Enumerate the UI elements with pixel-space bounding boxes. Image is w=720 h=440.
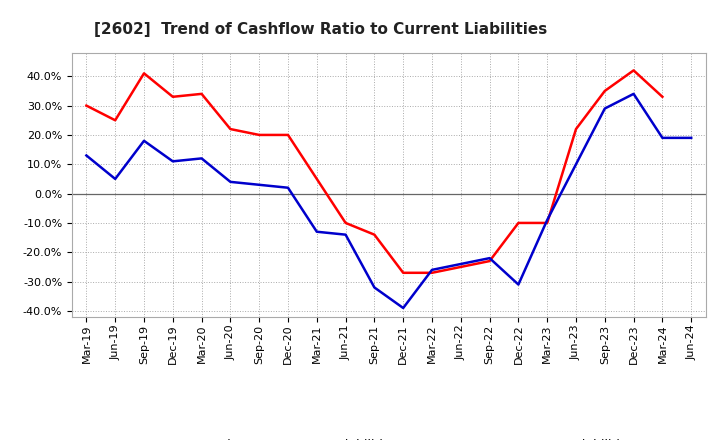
Legend: Operating CF to Current Liabilities, Free CF to Current Liabilities: Operating CF to Current Liabilities, Fre… [138,434,639,440]
Operating CF to Current Liabilities [111,117,120,123]
Free CF to Current Liabilities [140,138,148,143]
Operating CF to Current Liabilities [197,91,206,96]
Free CF to Current Liabilities [168,159,177,164]
Free CF to Current Liabilities [543,217,552,223]
Free CF to Current Liabilities [399,305,408,311]
Free CF to Current Liabilities [687,135,696,140]
Operating CF to Current Liabilities [600,88,609,94]
Operating CF to Current Liabilities [284,132,292,138]
Operating CF to Current Liabilities [82,103,91,108]
Operating CF to Current Liabilities [255,132,264,138]
Operating CF to Current Liabilities [572,126,580,132]
Free CF to Current Liabilities [658,135,667,140]
Operating CF to Current Liabilities [428,270,436,275]
Free CF to Current Liabilities [111,176,120,182]
Operating CF to Current Liabilities [341,220,350,226]
Operating CF to Current Liabilities [399,270,408,275]
Operating CF to Current Liabilities [370,232,379,237]
Free CF to Current Liabilities [514,282,523,287]
Operating CF to Current Liabilities [226,126,235,132]
Free CF to Current Liabilities [370,285,379,290]
Free CF to Current Liabilities [226,179,235,184]
Free CF to Current Liabilities [485,256,494,261]
Operating CF to Current Liabilities [168,94,177,99]
Operating CF to Current Liabilities [140,71,148,76]
Operating CF to Current Liabilities [543,220,552,226]
Text: [2602]  Trend of Cashflow Ratio to Current Liabilities: [2602] Trend of Cashflow Ratio to Curren… [94,22,547,37]
Free CF to Current Liabilities [629,91,638,96]
Line: Operating CF to Current Liabilities: Operating CF to Current Liabilities [86,70,662,273]
Operating CF to Current Liabilities [514,220,523,226]
Free CF to Current Liabilities [600,106,609,111]
Line: Free CF to Current Liabilities: Free CF to Current Liabilities [86,94,691,308]
Operating CF to Current Liabilities [485,258,494,264]
Free CF to Current Liabilities [197,156,206,161]
Free CF to Current Liabilities [82,153,91,158]
Free CF to Current Liabilities [456,261,465,267]
Operating CF to Current Liabilities [658,94,667,99]
Free CF to Current Liabilities [572,161,580,167]
Free CF to Current Liabilities [341,232,350,237]
Free CF to Current Liabilities [284,185,292,191]
Free CF to Current Liabilities [255,182,264,187]
Operating CF to Current Liabilities [456,264,465,270]
Free CF to Current Liabilities [428,267,436,272]
Operating CF to Current Liabilities [629,68,638,73]
Free CF to Current Liabilities [312,229,321,235]
Operating CF to Current Liabilities [312,176,321,182]
